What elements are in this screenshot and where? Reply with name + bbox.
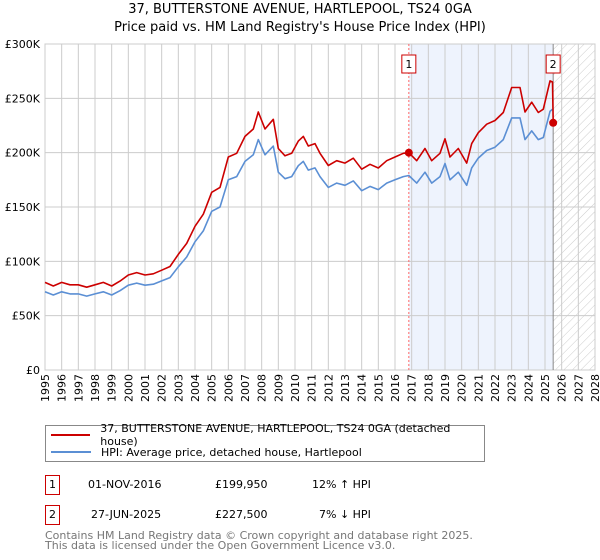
x-tick-label: 2025 — [539, 374, 552, 402]
x-tick-label: 2027 — [572, 374, 585, 402]
x-tick-label: 2002 — [156, 374, 169, 402]
x-tick-label: 2019 — [439, 374, 452, 402]
y-tick-label: £50K — [12, 310, 41, 323]
x-tick-label: 2000 — [122, 374, 135, 402]
sale-date: 27-JUN-2025 — [91, 508, 162, 521]
legend-label-hpi: HPI: Average price, detached house, Hart… — [101, 445, 362, 459]
x-tick-label: 2013 — [339, 374, 352, 402]
x-tick-label: 2004 — [189, 374, 202, 402]
x-tick-label: 2008 — [256, 374, 269, 402]
y-tick-label: £100K — [5, 255, 41, 268]
sale-row-1: 1 01-NOV-2016 £199,950 12% ↑ HPI — [45, 475, 545, 495]
footer: Contains HM Land Registry data © Crown c… — [45, 529, 473, 552]
sale-label-box — [545, 54, 561, 74]
x-tick-label: 2016 — [389, 374, 402, 402]
x-tick-label: 2011 — [306, 374, 319, 402]
chart-title: 37, BUTTERSTONE AVENUE, HARTLEPOOL, TS24… — [128, 2, 472, 17]
footer-line-1: Contains HM Land Registry data © Crown c… — [45, 529, 473, 542]
x-tick-label: 2015 — [372, 374, 385, 402]
plot-border — [44, 43, 596, 371]
x-tick-label: 2006 — [222, 374, 235, 402]
x-tick-label: 2026 — [556, 374, 569, 402]
x-tick-label: 1996 — [56, 374, 69, 402]
x-tick-label: 2007 — [239, 374, 252, 402]
x-tick-label: 2014 — [356, 374, 369, 402]
property-price-line — [44, 80, 554, 288]
sale-label: 1 — [405, 58, 412, 71]
x-tick-label: 1999 — [106, 374, 119, 402]
legend-swatch-hpi — [51, 451, 91, 453]
y-tick-label: £150K — [5, 201, 41, 214]
legend: 37, BUTTERSTONE AVENUE, HARTLEPOOL, TS24… — [45, 422, 485, 462]
footer-line-2: This data is licensed under the Open Gov… — [45, 539, 396, 552]
x-tick-label: 2021 — [472, 374, 485, 402]
x-tick-label: 2018 — [422, 374, 435, 402]
x-tick-label: 1995 — [39, 374, 52, 402]
sale-date: 01-NOV-2016 — [88, 478, 162, 491]
y-tick-label: £0 — [26, 364, 40, 377]
y-tick-label: £300K — [5, 38, 41, 51]
chart-subtitle: Price paid vs. HM Land Registry's House … — [114, 20, 486, 35]
x-tick-label: 2028 — [589, 374, 600, 402]
sale-label-box — [401, 54, 417, 74]
plot-area: 1995 1996 1997 1998 1999 2000 2001 2002 2003 2004… — [5, 38, 600, 402]
x-tick-label: 2020 — [456, 374, 469, 402]
legend-label-property: 37, BUTTERSTONE AVENUE, HARTLEPOOL, TS24… — [100, 422, 451, 448]
x-tick-label: 2023 — [506, 374, 519, 402]
x-tick-label: 2010 — [289, 374, 302, 402]
hpi-line — [44, 108, 554, 297]
x-tick-label: 2003 — [172, 374, 185, 402]
sale-label: 2 — [550, 58, 557, 71]
sale-hpi-diff: 12% ↑ HPI — [312, 478, 371, 491]
x-tick-label: 1997 — [72, 374, 85, 402]
sale-price: £227,500 — [215, 508, 268, 521]
y-tick-label: £250K — [5, 92, 41, 105]
sale-row-2: 2 27-JUN-2025 £227,500 7% ↓ HPI — [45, 505, 545, 525]
sale-hpi-diff: 7% ↓ HPI — [319, 508, 371, 521]
y-tick-label: £200K — [5, 147, 41, 160]
x-tick-label: 2024 — [522, 374, 535, 402]
sale-point — [404, 148, 413, 157]
x-tick-label: 2005 — [206, 374, 219, 402]
x-tick-label: 2001 — [139, 374, 152, 402]
x-tick-label: 1998 — [89, 374, 102, 402]
legend-swatch-property — [51, 434, 91, 436]
sale-marker-badge: 2 — [45, 505, 60, 525]
sale-point — [549, 118, 558, 127]
x-tick-label: 2022 — [489, 374, 502, 402]
x-tick-label: 2017 — [406, 374, 419, 402]
x-tick-label: 2012 — [322, 374, 335, 402]
x-tick-label: 2009 — [272, 374, 285, 402]
sale-marker-badge: 1 — [45, 475, 60, 495]
sale-price: £199,950 — [215, 478, 268, 491]
